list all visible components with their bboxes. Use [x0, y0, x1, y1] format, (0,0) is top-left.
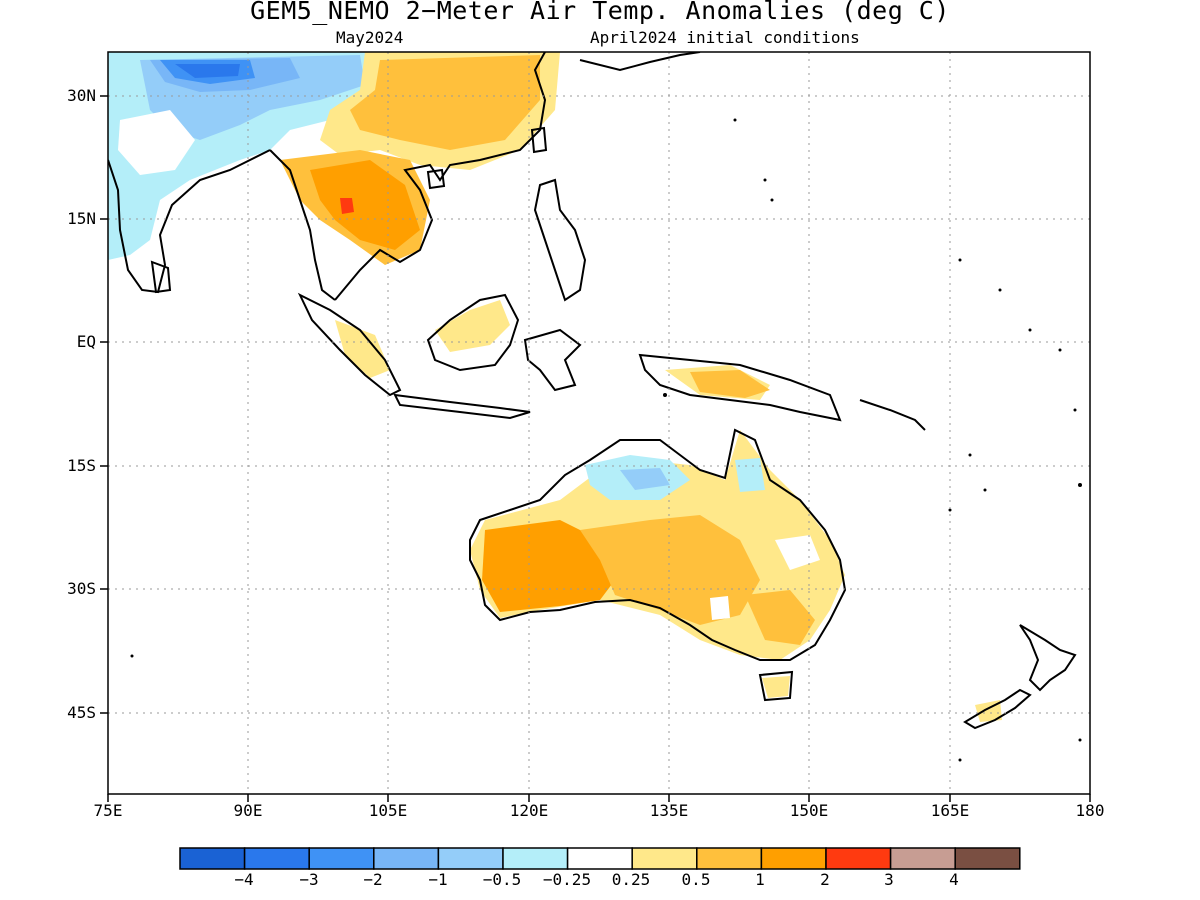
island-dot: [763, 178, 767, 182]
coast-india: [108, 149, 271, 294]
lat-label-45s: 45S: [67, 703, 96, 722]
lat-label-15n: 15N: [67, 209, 96, 228]
warm-region-china-core: [350, 55, 540, 150]
lat-label-15s: 15S: [67, 456, 96, 475]
hot-region-new-guinea: [690, 370, 770, 398]
island-dot: [663, 393, 667, 397]
island-dot: [998, 288, 1002, 292]
colorbar-swatch: [760, 847, 827, 870]
map-title: GEM5_NEMO 2−Meter Air Temp. Anomalies (d…: [250, 0, 950, 25]
colorbar-swatch: [825, 847, 892, 870]
colorbar-label: 2: [820, 870, 830, 889]
coast-sulawesi: [523, 328, 582, 392]
lon-label-90e: 90E: [233, 801, 263, 820]
gridlines: [108, 52, 1090, 794]
colorbar-label: −1: [428, 870, 448, 889]
colorbar-label: −4: [234, 870, 254, 889]
coast-sumatra: [297, 292, 402, 397]
colorbar-swatch: [954, 847, 1021, 870]
coast-new-zealand-north: [1019, 624, 1077, 692]
coast-hainan: [426, 168, 446, 190]
coast-japan: [579, 52, 701, 72]
colorbar-label: −3: [299, 870, 319, 889]
lon-label-165e: 165E: [930, 801, 970, 820]
warm-region-tasmania: [762, 676, 790, 698]
coast-bay-of-bengal: [269, 149, 336, 301]
coast-sri-lanka: [150, 260, 172, 294]
warm-region-borneo: [435, 300, 510, 352]
island-dot: [958, 758, 962, 762]
very-hot-spot-thailand: [340, 198, 354, 214]
island-dot: [1058, 348, 1062, 352]
colorbar-swatch: [437, 847, 504, 870]
island-dot: [130, 654, 134, 658]
coast-solomons: [859, 399, 926, 431]
colorbar-label: −0.25: [542, 870, 592, 889]
coast-java: [393, 393, 531, 420]
cool-core-northern-australia: [620, 468, 670, 490]
lat-label-30n: 30N: [67, 86, 96, 105]
coast-tasmania: [758, 670, 794, 702]
island-dot: [983, 488, 987, 492]
colorbar-swatch: [179, 847, 246, 870]
colorbar-swatch: [889, 847, 956, 870]
colorbar-label: 1: [755, 870, 765, 889]
coast-philippines: [533, 178, 587, 302]
coast-indochina: [334, 52, 547, 301]
forecast-month: May2024: [336, 28, 404, 47]
coast-australia: [469, 428, 847, 661]
colorbar-swatch: [373, 847, 440, 870]
island-dot: [1078, 738, 1082, 742]
colorbar-swatch: [502, 847, 569, 870]
anomaly-fields: [108, 52, 1002, 722]
coast-taiwan: [530, 126, 548, 154]
coastlines: [108, 52, 1077, 730]
coast-new-zealand-south: [963, 688, 1032, 730]
lat-label-eq: EQ: [76, 332, 96, 351]
lon-label-120e: 120E: [509, 801, 549, 820]
colorbar: [179, 847, 1021, 870]
coast-new-guinea: [638, 353, 842, 422]
cold-core-tibet-3: [175, 64, 240, 78]
white-patch-australia-2: [710, 596, 730, 620]
lat-label-30s: 30S: [67, 579, 96, 598]
axis-ticks: [100, 95, 1091, 802]
island-dot: [948, 508, 952, 512]
lon-label-75e: 75E: [93, 801, 123, 820]
island-dot: [733, 118, 737, 122]
lon-label-135e: 135E: [649, 801, 689, 820]
pacific-islands: [130, 118, 1082, 762]
colorbar-swatch: [696, 847, 763, 870]
island-dot: [1028, 328, 1032, 332]
colorbar-swatch: [243, 847, 310, 870]
cool-region-cape-york: [735, 458, 765, 492]
plot-frame: [107, 51, 1091, 795]
island-dot: [1073, 408, 1077, 412]
colorbar-label: −2: [363, 870, 383, 889]
white-patch-india: [118, 110, 195, 175]
lon-label-105e: 105E: [368, 801, 408, 820]
initial-conditions: April2024 initial conditions: [590, 28, 860, 47]
plot-area: [108, 52, 1090, 794]
lon-label-180: 180: [1075, 801, 1105, 820]
island-dot: [958, 258, 962, 262]
colorbar-swatch: [631, 847, 698, 870]
colorbar-swatch: [566, 847, 633, 870]
colorbar-label: 4: [949, 870, 959, 889]
colorbar-label: 3: [884, 870, 894, 889]
coast-borneo: [426, 293, 520, 372]
warm-region-se-australia: [745, 590, 815, 645]
island-dot: [1078, 483, 1082, 487]
colorbar-swatch: [308, 847, 375, 870]
island-dot: [968, 453, 972, 457]
colorbar-label: 0.25: [611, 870, 651, 889]
hot-region-indochina: [310, 160, 420, 250]
island-dot: [770, 198, 774, 202]
warm-region-sumatra: [335, 320, 390, 378]
lon-label-150e: 150E: [789, 801, 829, 820]
colorbar-label: 0.5: [681, 870, 711, 889]
colorbar-label: −0.5: [482, 870, 522, 889]
